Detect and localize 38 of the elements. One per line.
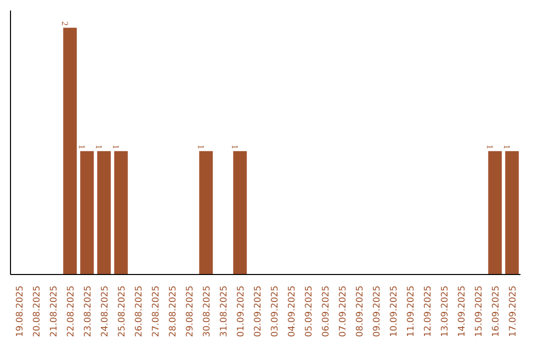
x-tick-label: 02.09.2025 bbox=[254, 286, 264, 338]
x-tick-label: 09.09.2025 bbox=[372, 286, 382, 338]
x-tick-label: 11.09.2025 bbox=[406, 286, 416, 338]
x-tick-label: 22.08.2025 bbox=[66, 286, 76, 338]
data-label: 1 bbox=[94, 144, 104, 150]
x-tick-label: 19.08.2025 bbox=[16, 286, 26, 338]
x-tick-label: 10.09.2025 bbox=[390, 286, 400, 338]
data-label: 1 bbox=[77, 144, 87, 150]
data-label: 1 bbox=[111, 144, 121, 150]
data-label: 1 bbox=[502, 144, 512, 150]
x-tick-label: 20.08.2025 bbox=[32, 286, 42, 338]
x-tick-label: 23.08.2025 bbox=[84, 286, 94, 338]
x-tick-label: 05.09.2025 bbox=[304, 286, 314, 338]
x-tick-label: 13.09.2025 bbox=[440, 286, 450, 338]
x-tick-label: 27.08.2025 bbox=[152, 286, 162, 338]
x-tick-label: 24.08.2025 bbox=[100, 286, 110, 338]
data-label: 1 bbox=[230, 144, 240, 150]
data-label: 1 bbox=[485, 144, 495, 150]
x-tick-label: 08.09.2025 bbox=[356, 286, 366, 338]
x-tick-label: 28.08.2025 bbox=[168, 286, 178, 338]
x-tick-label: 14.09.2025 bbox=[458, 286, 468, 338]
x-tick-label: 16.09.2025 bbox=[492, 286, 502, 338]
x-tick-label: 31.08.2025 bbox=[220, 286, 230, 338]
x-tick-label: 12.09.2025 bbox=[424, 286, 434, 338]
data-label: 2 bbox=[60, 21, 70, 26]
x-tick-label: 29.08.2025 bbox=[186, 286, 196, 338]
x-tick-label: 04.09.2025 bbox=[288, 286, 298, 338]
x-tick-label: 26.08.2025 bbox=[134, 286, 144, 338]
x-tick-label: 17.09.2025 bbox=[508, 286, 518, 338]
x-tick-label: 21.08.2025 bbox=[50, 286, 60, 338]
x-tick-label: 03.09.2025 bbox=[270, 286, 280, 338]
x-tick-label: 01.09.2025 bbox=[236, 286, 246, 338]
x-tick-label: 07.09.2025 bbox=[338, 286, 348, 338]
x-tick-label: 06.09.2025 bbox=[322, 286, 332, 338]
data-label: 1 bbox=[196, 144, 206, 150]
x-tick-label: 25.08.2025 bbox=[118, 286, 128, 338]
x-tick-label: 15.09.2025 bbox=[474, 286, 484, 338]
x-tick-label: 30.08.2025 bbox=[202, 286, 212, 338]
